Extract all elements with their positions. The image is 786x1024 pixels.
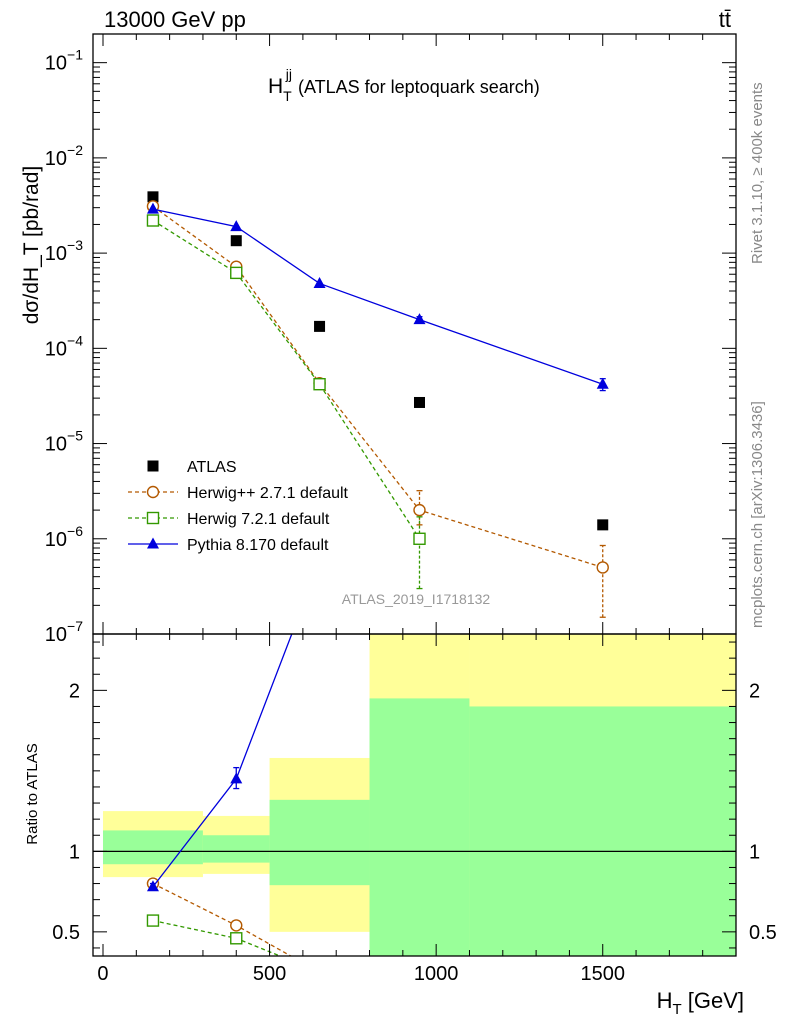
ratio-y-tick-label-right-0.5: 0.5 <box>749 922 777 944</box>
top-herwigpp-point-4 <box>596 561 609 574</box>
top-y-tick-label-2: 10−5 <box>45 428 83 456</box>
top-atlas-point-0 <box>147 191 159 203</box>
rivet-version-label: Rivet 3.1.10, ≥ 400k events <box>749 82 766 264</box>
top-herwig7-point-1 <box>230 266 243 280</box>
top-herwigpp-point-3 <box>413 503 426 517</box>
top-y-axis-label: dσ/dH_T [pb/rad] <box>20 166 43 325</box>
x-tick-label-0: 0 <box>97 963 108 985</box>
ratio-herwig7-point-0 <box>146 914 160 927</box>
top-y-tick-label-5: 10−2 <box>45 142 83 170</box>
top-pythia-point-2 <box>313 276 326 288</box>
top-atlas-point-4 <box>597 519 609 531</box>
top-pythia-point-1 <box>230 220 243 232</box>
top-atlas-point-3 <box>413 396 425 408</box>
ratio-band-green-1 <box>202 835 270 863</box>
x-tick-label-1000: 1000 <box>414 963 459 985</box>
top-herwig7-line <box>152 219 421 540</box>
top-herwig7-point-0 <box>146 214 160 227</box>
ratio-uncertainty-bands <box>102 634 736 956</box>
axis-tick-labels: 0 500 1000 1500 10−7 10−6 10−5 10−4 10−3 10−2 10−1… <box>45 47 777 985</box>
x-axis-label: HT [GeV] <box>657 988 744 1018</box>
top-herwig7-point-2 <box>313 378 326 391</box>
top-atlas-point-1 <box>230 235 242 247</box>
top-herwig7-point-3 <box>413 532 426 545</box>
ratio-y-tick-label-right-2: 2 <box>749 680 760 702</box>
plot-title: HTjj(ATLAS for leptoquark search) <box>268 66 540 104</box>
top-pythia-line <box>152 208 603 385</box>
legend-herwigpp-label: Herwig++ 2.7.1 default <box>187 485 349 502</box>
legend-herwigpp-marker <box>146 485 160 499</box>
ratio-y-tick-label-right-1: 1 <box>749 841 760 863</box>
ratio-pythia-point-1 <box>230 772 243 784</box>
top-pythia-point-3 <box>413 313 426 325</box>
ratio-herwig7-point-1 <box>230 932 243 945</box>
legend-atlas-label: ATLAS <box>187 459 237 476</box>
mcplots-reference-label: mcplots.cern.ch [arXiv:1306.3436] <box>749 401 766 628</box>
analysis-id: ATLAS_2019_I1718132 <box>342 591 491 607</box>
ratio-band-green-2 <box>269 799 370 886</box>
top-y-tick-label-6: 10−1 <box>45 47 83 75</box>
x-tick-label-500: 500 <box>253 963 286 985</box>
ratio-band-green-0 <box>102 830 203 865</box>
top-y-tick-label-0: 10−7 <box>45 618 83 646</box>
ratio-herwig7-point-2 <box>314 967 325 978</box>
axis-ticks <box>93 33 737 956</box>
ratio-y-tick-label-left-1: 1 <box>69 841 80 863</box>
top-pythia-point-0 <box>146 202 159 214</box>
top-y-tick-label-1: 10−6 <box>45 523 83 551</box>
header-process-label: tt̄ <box>719 7 731 32</box>
ratio-y-tick-label-left-0.5: 0.5 <box>52 922 80 944</box>
top-y-tick-label-4: 10−3 <box>45 237 83 265</box>
ratio-pythia-point-2 <box>314 555 326 566</box>
top-pythia-point-4 <box>596 377 609 389</box>
top-atlas-point-2 <box>314 320 326 332</box>
ratio-series-group <box>146 555 326 978</box>
header-energy-label: 13000 GeV pp <box>104 7 246 32</box>
ratio-herwigpp-point-2 <box>314 967 325 978</box>
legend-pythia-label: Pythia 8.170 default <box>187 537 329 554</box>
ratio-band-green-4 <box>469 706 736 956</box>
ratio-panel-frame <box>92 633 737 957</box>
ratio-y-axis-label: Ratio to ATLAS <box>24 743 41 844</box>
x-tick-label-1500: 1500 <box>580 963 625 985</box>
ratio-herwigpp-point-1 <box>230 919 243 932</box>
legend: ATLAS Herwig++ 2.7.1 default Herwig 7.2.1 … <box>128 459 349 554</box>
top-series-group <box>146 191 609 618</box>
legend-pythia-marker <box>147 537 159 549</box>
top-y-tick-label-3: 10−4 <box>45 332 83 360</box>
legend-herwig7-marker <box>146 511 160 525</box>
legend-herwig7-label: Herwig 7.2.1 default <box>187 511 330 528</box>
axes-frames <box>92 33 737 957</box>
ratio-y-tick-label-left-2: 2 <box>69 680 80 702</box>
legend-atlas-marker <box>147 460 159 472</box>
ratio-band-green-3 <box>369 698 470 956</box>
ratio-pythia-point-0 <box>146 880 159 892</box>
